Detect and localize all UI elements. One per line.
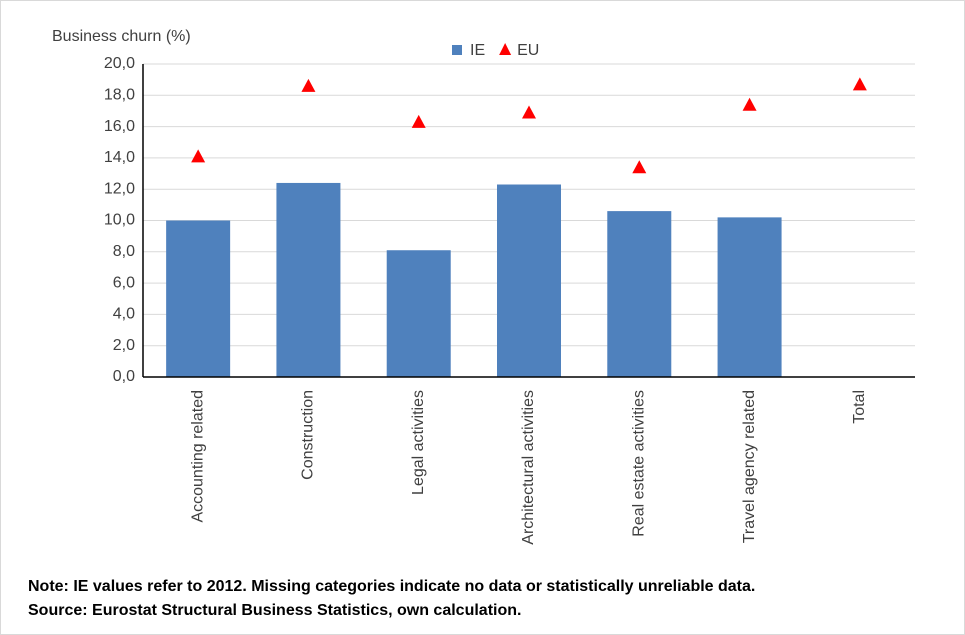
y-tick-label: 16,0 — [104, 118, 135, 135]
bar — [497, 184, 561, 377]
x-tick-label: Construction — [300, 390, 317, 480]
y-tick-label: 6,0 — [113, 274, 135, 291]
legend-swatch — [452, 45, 462, 55]
bar — [607, 211, 672, 377]
x-tick-label: Real estate activities — [631, 390, 648, 537]
x-tick-label: Travel agency related — [741, 390, 758, 543]
y-tick-label: 8,0 — [113, 243, 135, 260]
x-tick-label: Accounting related — [189, 390, 206, 523]
y-tick-label: 12,0 — [104, 180, 135, 197]
bar — [166, 220, 231, 377]
triangle-marker — [411, 114, 426, 128]
bar — [386, 250, 451, 377]
triangle-marker — [852, 77, 867, 91]
y-tick-label: 4,0 — [113, 306, 135, 323]
x-tick-label: Total — [851, 390, 868, 424]
y-tick-label: 2,0 — [113, 337, 135, 354]
note: Note: IE values refer to 2012. Missing c… — [28, 578, 755, 595]
x-tick-label: Legal activities — [410, 390, 427, 495]
bar — [276, 182, 341, 377]
y-axis-title: Business churn (%) — [52, 28, 191, 45]
note: Source: Eurostat Structural Business Sta… — [28, 602, 521, 619]
y-tick-label: 20,0 — [104, 55, 135, 72]
legend-label: IE — [470, 42, 485, 59]
y-tick-label: 0,0 — [113, 368, 135, 385]
triangle-marker — [522, 105, 536, 119]
legend-swatch — [499, 43, 512, 55]
bar — [717, 217, 782, 377]
triangle-marker — [632, 160, 647, 174]
y-tick-label: 18,0 — [104, 87, 135, 104]
triangle-marker — [191, 149, 206, 163]
legend-label: EU — [517, 42, 539, 59]
x-tick-label: Architectural activities — [520, 390, 537, 545]
y-tick-label: 10,0 — [104, 212, 135, 229]
y-tick-label: 14,0 — [104, 149, 135, 166]
triangle-marker — [742, 97, 757, 111]
triangle-marker — [301, 78, 316, 92]
